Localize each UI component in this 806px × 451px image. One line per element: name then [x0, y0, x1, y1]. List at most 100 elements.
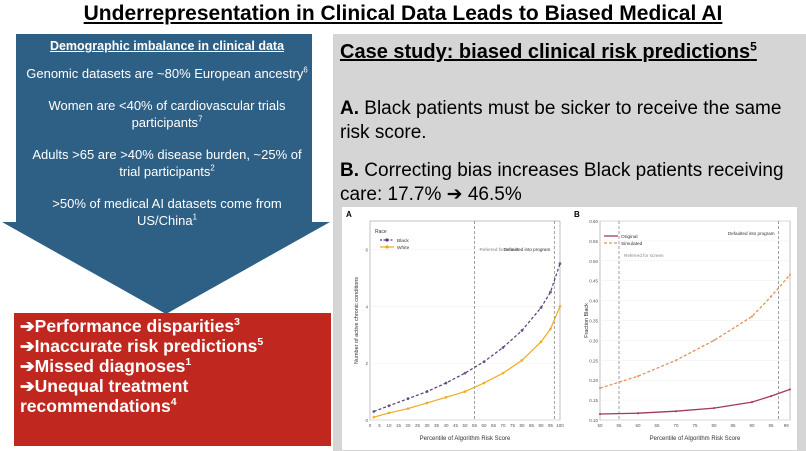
data-point — [712, 339, 716, 342]
x-tick-label: 70 — [673, 423, 679, 428]
data-point — [750, 315, 754, 318]
data-point — [406, 407, 410, 411]
data-point — [520, 329, 524, 332]
outcome-item: ➔Inaccurate risk predictions5 — [20, 336, 264, 356]
demographic-heading: Demographic imbalance in clinical data — [49, 39, 285, 53]
legend-marker — [385, 238, 389, 242]
y-tick-label: 0.40 — [589, 299, 598, 304]
data-point — [558, 262, 562, 266]
data-point — [425, 401, 429, 405]
y-tick-label: 0.60 — [589, 219, 598, 224]
demographic-item: Adults >65 are >40% disease burden, ~25%… — [32, 147, 302, 179]
data-point — [636, 412, 640, 415]
x-tick-label: 80 — [711, 423, 717, 428]
data-point — [387, 411, 391, 415]
panel-label: B — [574, 210, 580, 219]
data-point — [482, 360, 486, 364]
x-tick-label: 90 — [749, 423, 755, 428]
x-axis-label: Percentile of Algorithm Risk Score — [650, 436, 741, 442]
data-point — [712, 406, 716, 410]
x-tick-label: 55 — [472, 423, 478, 428]
threshold-label: Referred for screen — [480, 247, 520, 252]
threshold-label: Defaulted into program — [504, 247, 551, 252]
x-tick-label: 30 — [424, 423, 430, 428]
x-tick-label: 60 — [481, 423, 487, 428]
x-tick-label: 20 — [405, 423, 411, 428]
y-tick-label: 0.50 — [589, 259, 598, 264]
demographic-item: Women are <40% of cardiovascular trials … — [48, 98, 286, 130]
y-tick-label: 0.25 — [589, 358, 598, 363]
x-tick-label: 65 — [491, 423, 497, 428]
data-point — [598, 412, 602, 416]
data-point — [444, 395, 448, 399]
point-a: A. Black patients must be sicker to rece… — [340, 98, 782, 143]
x-tick-label: 85 — [529, 423, 535, 428]
data-point — [769, 395, 773, 398]
demographic-panel: Demographic imbalance in clinical data G… — [22, 38, 312, 244]
outcome-item: ➔Performance disparities3 — [20, 316, 240, 336]
x-tick-label: 5 — [378, 423, 381, 428]
data-point — [788, 388, 792, 391]
x-tick-label: 15 — [396, 423, 402, 428]
plot-area — [369, 220, 561, 421]
x-tick-label: 35 — [434, 423, 440, 428]
data-point — [674, 359, 678, 362]
case-study-title: Case study: biased clinical risk predict… — [340, 39, 757, 63]
y-tick-label: 0.30 — [589, 338, 598, 343]
y-tick-label: 0.20 — [589, 378, 598, 383]
data-point — [549, 290, 552, 294]
data-point — [539, 306, 543, 310]
outcomes-box: ➔Performance disparities3 ➔Inaccurate ri… — [14, 313, 331, 446]
y-tick-label: 0 — [365, 418, 368, 423]
x-tick-label: 100 — [556, 423, 564, 428]
x-tick-label: 45 — [453, 423, 459, 428]
data-point — [520, 358, 524, 362]
x-tick-label: 0 — [369, 423, 372, 428]
data-point — [387, 404, 391, 408]
x-tick-label: 10 — [386, 423, 392, 428]
x-tick-label: 55 — [616, 423, 622, 428]
y-tick-label: 0.15 — [589, 398, 598, 403]
y-tick-label: 6 — [365, 247, 368, 252]
data-point — [769, 295, 773, 298]
demographic-item: >50% of medical AI datasets come from US… — [52, 196, 282, 228]
legend-title: Race — [375, 229, 387, 235]
series-line — [373, 263, 561, 413]
y-tick-label: 0.35 — [589, 319, 598, 324]
legend-marker — [385, 245, 389, 249]
outcome-item: ➔Missed diagnoses1 — [20, 356, 192, 376]
x-tick-label: 90 — [538, 423, 544, 428]
x-tick-label: 40 — [443, 423, 449, 428]
data-point — [501, 346, 505, 349]
legend-label: Black — [397, 238, 409, 244]
x-tick-label: 85 — [730, 423, 736, 428]
threshold-label: Defaulted into program — [728, 231, 775, 236]
y-axis-label: Fraction Black — [584, 303, 590, 338]
down-arrow-shape — [2, 34, 330, 314]
data-point — [482, 381, 486, 385]
x-tick-label: 60 — [635, 423, 641, 428]
data-point — [463, 371, 467, 375]
y-axis-label: Number of active chronic conditions — [354, 277, 360, 364]
x-tick-label: 95 — [768, 423, 774, 428]
data-point — [750, 400, 754, 404]
demographic-item: Genomic datasets are ~80% European ances… — [26, 65, 308, 81]
data-point — [539, 340, 543, 344]
y-tick-label: 2 — [365, 361, 368, 366]
y-tick-label: 0.45 — [589, 279, 598, 284]
panel-label: A — [346, 210, 352, 219]
point-b: B. Correcting bias increases Black patie… — [340, 160, 784, 205]
series-line — [373, 306, 561, 418]
y-tick-label: 0.55 — [589, 239, 598, 244]
data-point — [636, 375, 640, 378]
data-point — [558, 304, 562, 308]
x-tick-label: 75 — [510, 423, 516, 428]
x-tick-label: 80 — [519, 423, 525, 428]
data-point — [444, 381, 448, 385]
legend-label: Simulated — [621, 241, 643, 247]
x-tick-label: 95 — [548, 423, 554, 428]
data-point — [788, 273, 792, 276]
y-tick-label: 0.10 — [589, 418, 598, 423]
x-axis-label: Percentile of Algorithm Risk Score — [420, 436, 511, 442]
data-point — [425, 390, 429, 393]
